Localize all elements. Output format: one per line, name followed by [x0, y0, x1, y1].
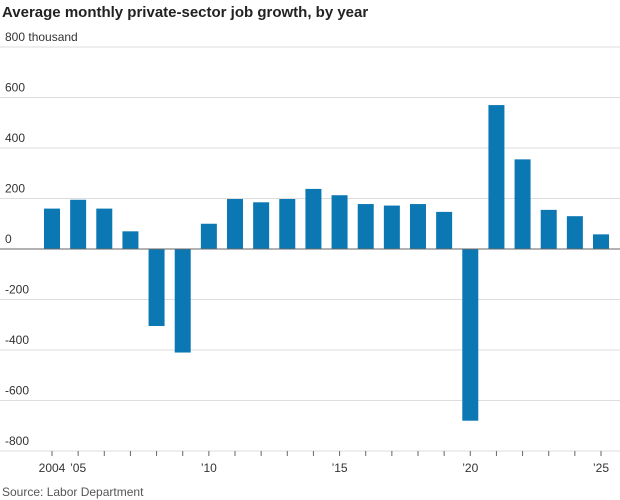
y-tick-label: 0: [5, 232, 12, 246]
y-tick-label: -600: [5, 384, 29, 398]
bar: [70, 199, 87, 249]
bar: [44, 208, 60, 249]
bar: [227, 199, 243, 249]
bar: [148, 249, 165, 327]
bar: [462, 249, 479, 421]
bar: [96, 208, 113, 249]
bar: [540, 209, 557, 249]
bar: [488, 105, 505, 249]
x-tick-label: ’10: [201, 461, 217, 475]
x-tick-label: ’25: [593, 461, 609, 475]
bar: [331, 195, 348, 249]
x-tick-label: ’05: [70, 461, 86, 475]
bar: [514, 159, 531, 249]
x-tick-label: ’15: [332, 461, 348, 475]
bar: [566, 216, 583, 249]
bar: [410, 204, 426, 249]
bar: [305, 188, 322, 249]
bar: [174, 249, 191, 353]
source: Source: Labor Department: [2, 485, 144, 499]
bar: [253, 202, 270, 249]
chart-title: Average monthly private-sector job growt…: [2, 4, 368, 21]
bar: [122, 231, 139, 249]
bar: [593, 234, 609, 249]
bar: [279, 199, 296, 249]
y-tick-label: 400: [5, 131, 25, 145]
y-tick-label: 600: [5, 81, 25, 95]
x-tick-label: 2004: [39, 461, 66, 475]
y-tick-label: 800 thousand: [5, 30, 78, 44]
y-tick-label: -200: [5, 283, 29, 297]
bar: [357, 204, 374, 249]
x-tick-label: ’20: [462, 461, 478, 475]
bar: [383, 205, 400, 249]
bar: [200, 223, 217, 249]
y-tick-label: 200: [5, 182, 25, 196]
y-tick-label: -400: [5, 333, 29, 347]
bar: [436, 211, 453, 249]
y-tick-label: -800: [5, 434, 29, 448]
